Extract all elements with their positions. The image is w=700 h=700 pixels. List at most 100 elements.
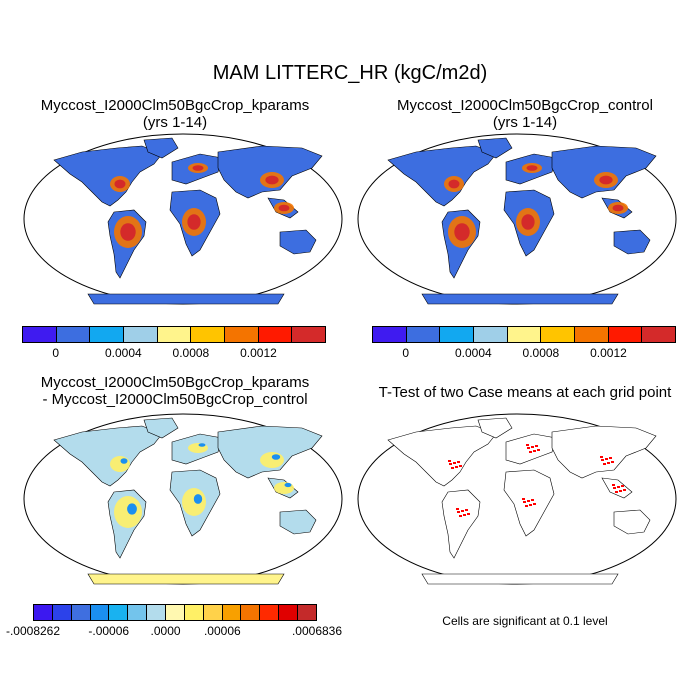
colorbar-tick-label: 0.0008 <box>172 346 210 360</box>
colorbar-swatch <box>56 327 91 342</box>
colorbar-swatch <box>52 605 72 620</box>
significant-cell <box>615 491 618 493</box>
main-title: MAM LITTERC_HR (kgC/m2d) <box>212 62 488 84</box>
landmass-au <box>279 229 317 255</box>
panel-title-ttest-line1: T-Test of two Case means at each grid po… <box>378 384 672 401</box>
significant-cell <box>529 504 532 506</box>
significant-cell <box>448 460 451 462</box>
landmass-au <box>279 509 317 535</box>
hotspot-peak <box>265 175 279 185</box>
significant-cell <box>623 489 626 491</box>
landmass-ant <box>421 293 619 305</box>
landmass-na <box>387 425 497 487</box>
hotspot-peak <box>612 204 624 212</box>
colorbar-tick-label: 0.0004 <box>454 346 492 360</box>
map-difference <box>23 413 343 585</box>
diff-positive <box>260 452 284 468</box>
significant-cell <box>526 444 529 446</box>
significant-cell <box>456 508 459 510</box>
diff-positive <box>182 488 206 516</box>
significant-cell <box>611 461 614 463</box>
colorbar-tick-label: .0006836 <box>291 624 343 638</box>
hotspot-peak <box>448 179 460 189</box>
colorbar-swatch <box>90 327 125 342</box>
hotspot-peak <box>120 223 136 241</box>
colorbar-swatch <box>128 605 148 620</box>
significant-cell <box>531 499 534 501</box>
colorbar-swatch <box>124 327 158 342</box>
significant-cell <box>465 509 468 511</box>
landmass-greenland <box>143 417 179 439</box>
significant-cell <box>459 465 462 467</box>
significant-cell <box>523 501 526 503</box>
significant-cell <box>467 513 470 515</box>
significant-cell <box>617 486 620 488</box>
colorbar-swatch <box>474 327 508 342</box>
panel-title-control-line2: (yrs 1-14) <box>492 114 558 131</box>
significant-cell <box>459 515 462 517</box>
significant-cell <box>449 463 452 465</box>
colorbar-swatch <box>203 605 223 620</box>
colorbar-swatch <box>258 327 293 342</box>
colorbar-tick-label: .0000 <box>150 624 181 638</box>
colorbar-tick-label: -.00006 <box>88 624 130 638</box>
colorbar-swatch <box>541 327 576 342</box>
diff-negative <box>127 503 137 515</box>
significant-cell <box>527 500 530 502</box>
landmass-ant <box>421 573 619 585</box>
panel-title-difference: Myccost_I2000Clm50BgcCrop_kparams - Mycc… <box>0 374 350 408</box>
colorbar-swatch <box>157 327 192 342</box>
significant-cell <box>621 485 624 487</box>
colorbar-swatch <box>642 327 676 342</box>
colorbar-swatch <box>71 605 91 620</box>
significant-cell <box>525 505 528 507</box>
landmass-ant <box>87 573 285 585</box>
hotspot-peak <box>114 179 126 189</box>
map-kparams <box>23 133 343 305</box>
panel-title-control: Myccost_I2000Clm50BgcCrop_control (yrs 1… <box>350 97 700 131</box>
landmass-sa <box>441 489 481 559</box>
landmass-greenland <box>143 137 179 159</box>
diff-negative <box>271 454 281 460</box>
colorbar-swatch <box>23 327 57 342</box>
landmass-eu <box>505 433 557 465</box>
significant-cell <box>463 514 466 516</box>
colorbar-swatch <box>507 327 542 342</box>
colorbar-swatch <box>608 327 643 342</box>
diff-positive <box>274 482 294 494</box>
panel-title-difference-line1: Myccost_I2000Clm50BgcCrop_kparams <box>40 374 310 391</box>
hotspot-peak <box>192 165 204 171</box>
significant-cell <box>612 484 615 486</box>
landmass-as <box>217 425 323 479</box>
significant-cell <box>535 445 538 447</box>
significant-cell <box>457 511 460 513</box>
panel-title-kparams-line1: Myccost_I2000Clm50BgcCrop_kparams <box>40 97 310 114</box>
significance-note: Cells are significant at 0.1 level <box>442 614 608 628</box>
colorbar-swatch <box>34 605 53 620</box>
significant-cell <box>453 462 456 464</box>
colorbar-swatch <box>225 327 259 342</box>
panel-title-kparams-line2: (yrs 1-14) <box>142 114 208 131</box>
significant-cell <box>457 461 460 463</box>
colorbar-swatch <box>184 605 204 620</box>
hotspot-peak <box>278 204 290 212</box>
colorbar-swatch <box>191 327 226 342</box>
colorbar-swatch <box>373 327 407 342</box>
colorbar-swatch <box>440 327 475 342</box>
panel-title-kparams: Myccost_I2000Clm50BgcCrop_kparams (yrs 1… <box>0 97 350 131</box>
colorbar-kparams <box>22 326 326 343</box>
map-control <box>357 133 677 305</box>
colorbar-tick-label: 0.0012 <box>590 346 627 360</box>
colorbar-swatch <box>166 605 185 620</box>
significant-cell <box>537 449 540 451</box>
colorbar-swatch <box>575 327 609 342</box>
colorbar-tick-label: 0 <box>52 346 60 360</box>
colorbar-swatch <box>298 605 316 620</box>
colorbar-swatch <box>406 327 441 342</box>
colorbar-swatch <box>241 605 261 620</box>
colorbar-tick-label: 0.0008 <box>522 346 560 360</box>
colorbar-difference <box>33 604 317 621</box>
significant-cell <box>607 462 610 464</box>
landmass-au <box>613 509 651 535</box>
significant-cell <box>529 451 532 453</box>
